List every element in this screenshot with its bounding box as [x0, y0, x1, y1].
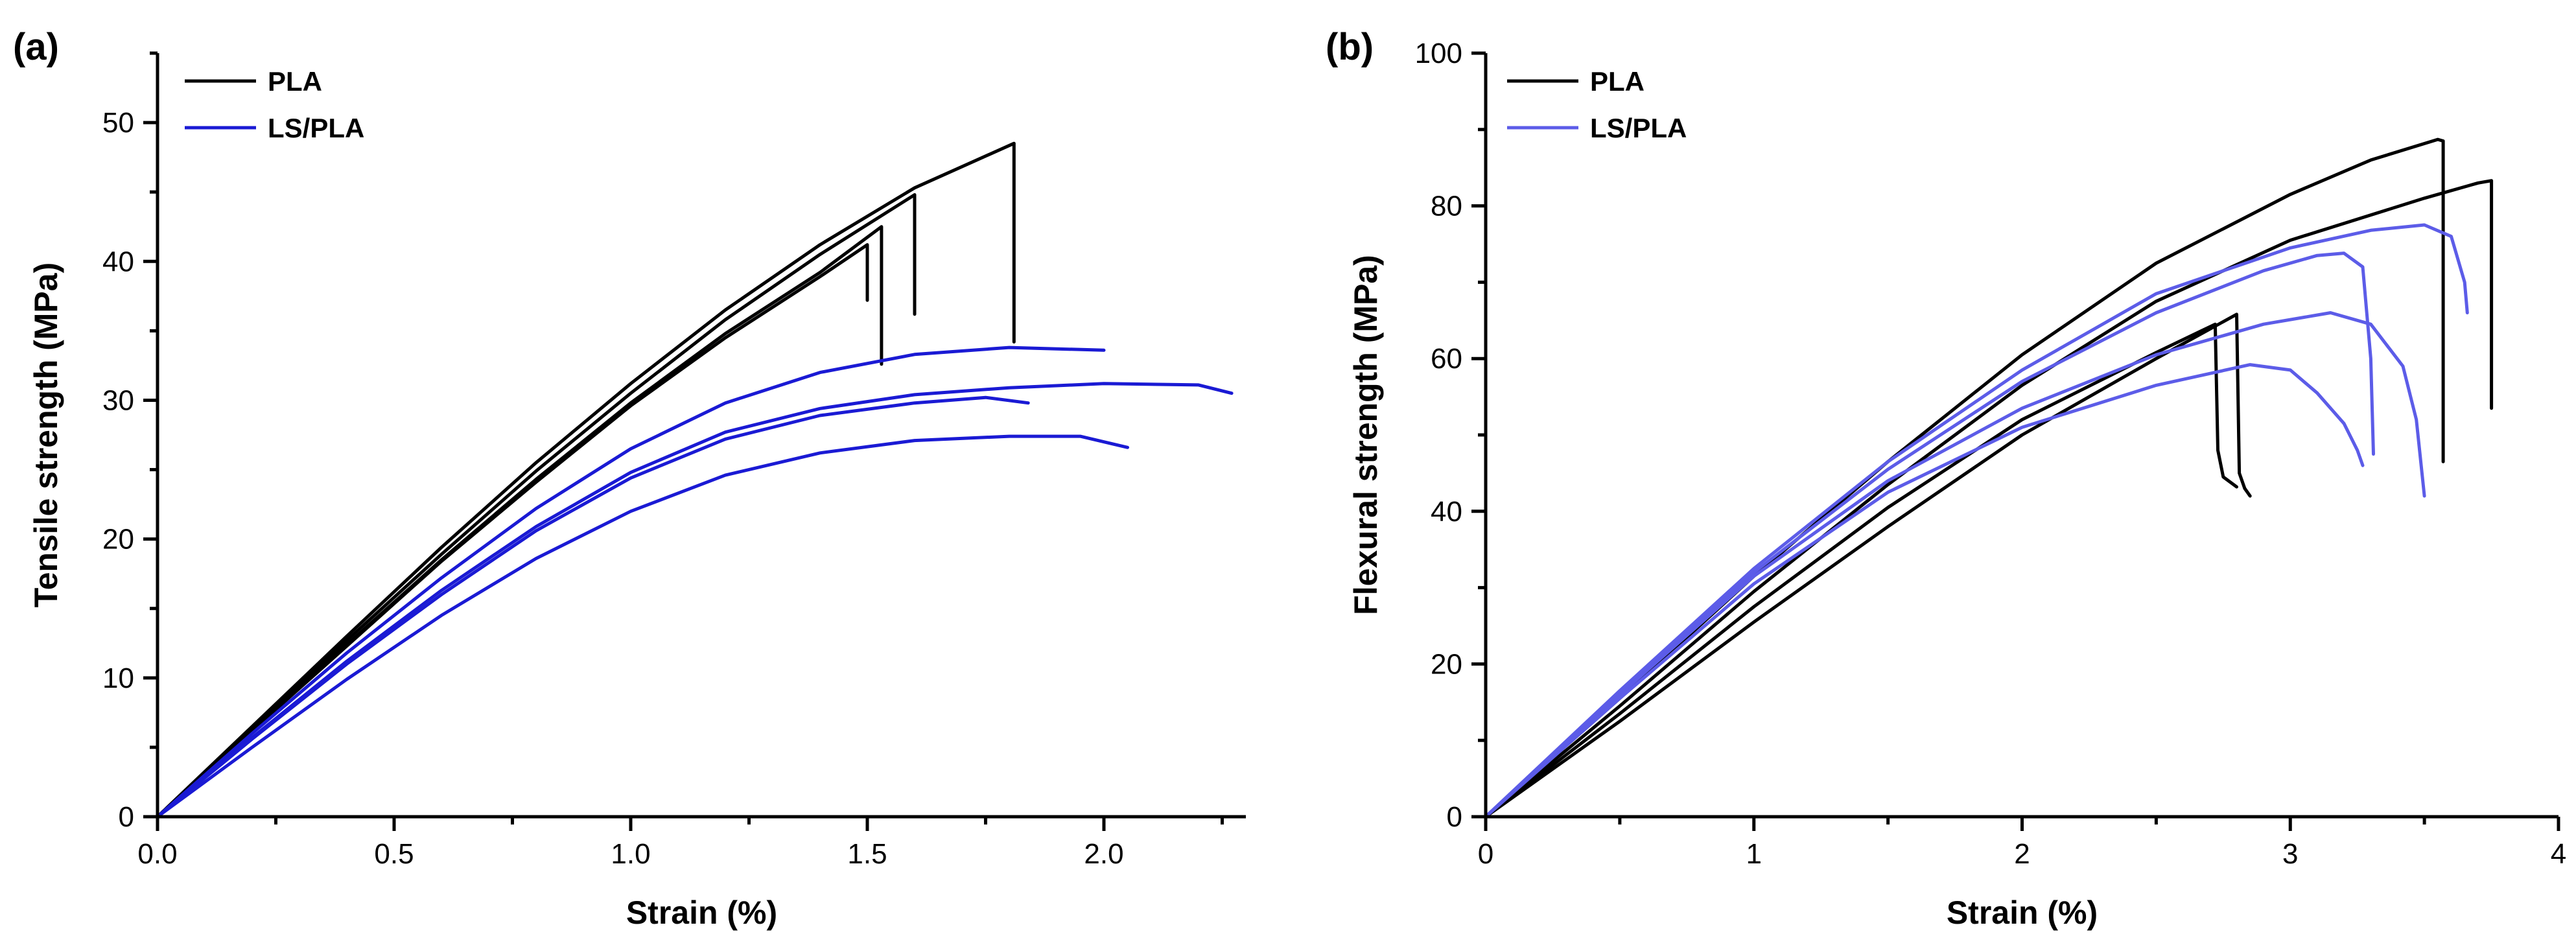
y-tick-label: 0: [119, 801, 134, 833]
series-line-ls-pla: [156, 345, 1106, 819]
panel-label: (b): [1326, 26, 1374, 68]
x-tick-label: 3: [2282, 838, 2298, 870]
series-line-pla: [1484, 312, 2252, 819]
x-tick-label: 2: [2014, 838, 2030, 870]
panel-a-tensile-chart: (a) 0.0 0.5 1.0 1.5 2.0 0 10 20 30 40 50 PLA LS/PLA…: [13, 26, 1246, 931]
series-line-pla: [156, 243, 869, 819]
x-tick-label: 1: [1746, 838, 1762, 870]
y-tick-label: 50: [102, 107, 134, 139]
x-tick-label: 0.0: [137, 838, 177, 870]
x-tick-label: 1.5: [847, 838, 887, 870]
y-tick-label: 10: [102, 662, 134, 694]
y-axis-title: Tensile strength (MPa): [28, 263, 64, 607]
x-tick-label: 4: [2551, 838, 2566, 870]
series-line-ls-pla: [156, 434, 1129, 819]
plot-frame: [156, 53, 1246, 819]
y-tick-label: 40: [102, 246, 134, 277]
series-line-ls-pla: [156, 382, 1234, 819]
legend-label: LS/PLA: [1590, 113, 1687, 143]
series-line-pla: [156, 193, 917, 819]
x-tick-label: 1.0: [611, 838, 650, 870]
x-axis-title: Strain (%): [626, 894, 777, 931]
y-tick-label: 0: [1447, 801, 1462, 833]
y-axis-title: Flexural strength (MPa): [1348, 255, 1384, 615]
series-line-ls-pla: [1484, 251, 2375, 819]
series-line-pla: [1484, 322, 2238, 819]
x-tick-label: 0: [1478, 838, 1493, 870]
y-tick-label: 20: [1431, 648, 1462, 680]
series-line-pla: [156, 141, 1016, 819]
legend-label: PLA: [1590, 66, 1645, 97]
series-line-ls-pla: [1484, 363, 2365, 819]
y-tick-label: 30: [102, 384, 134, 416]
y-tick-label: 60: [1431, 343, 1462, 375]
legend-label: LS/PLA: [268, 113, 364, 143]
panel-label: (a): [13, 26, 59, 68]
legend-label: PLA: [268, 66, 322, 97]
series-line-ls-pla: [1484, 311, 2426, 819]
x-axis-title: Strain (%): [1947, 894, 2098, 931]
y-tick-label: 20: [102, 524, 134, 555]
y-tick-label: 80: [1431, 191, 1462, 222]
x-tick-label: 0.5: [374, 838, 414, 870]
y-tick-label: 100: [1415, 38, 1462, 69]
series-line-ls-pla: [1484, 223, 2469, 819]
series-line-pla: [1484, 179, 2494, 819]
y-tick-label: 40: [1431, 496, 1462, 528]
series-line-ls-pla: [156, 395, 1030, 819]
x-tick-label: 2.0: [1084, 838, 1123, 870]
